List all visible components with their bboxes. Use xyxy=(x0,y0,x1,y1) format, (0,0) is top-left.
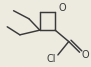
Text: O: O xyxy=(58,3,66,13)
Text: O: O xyxy=(81,50,89,60)
Text: Cl: Cl xyxy=(47,54,56,64)
